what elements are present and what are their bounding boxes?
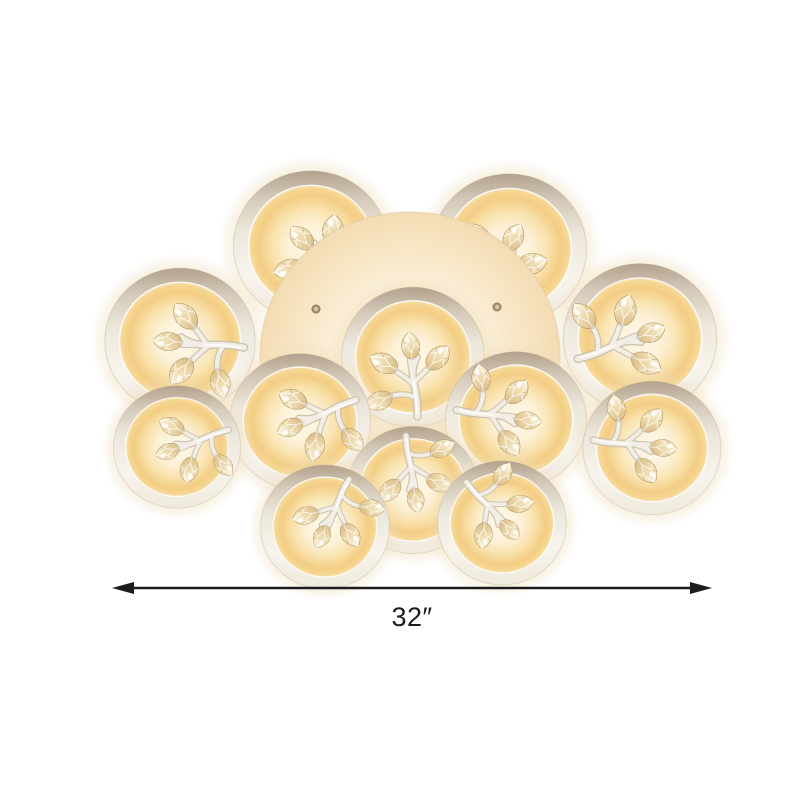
dimension-label: 32″ [391, 602, 432, 632]
light-ring-bottom-left [248, 453, 402, 602]
dimension-arrowhead-right-icon [690, 582, 712, 594]
mounting-screw [311, 304, 321, 314]
mounting-screw [492, 302, 502, 312]
light-fixture [90, 156, 735, 602]
light-ring-bottom-right [425, 449, 579, 598]
dimension-annotation: 32″ [112, 582, 712, 632]
light-ring-far-right [569, 368, 735, 528]
dimension-arrowhead-left-icon [112, 582, 134, 594]
light-ring-far-left [101, 374, 254, 521]
